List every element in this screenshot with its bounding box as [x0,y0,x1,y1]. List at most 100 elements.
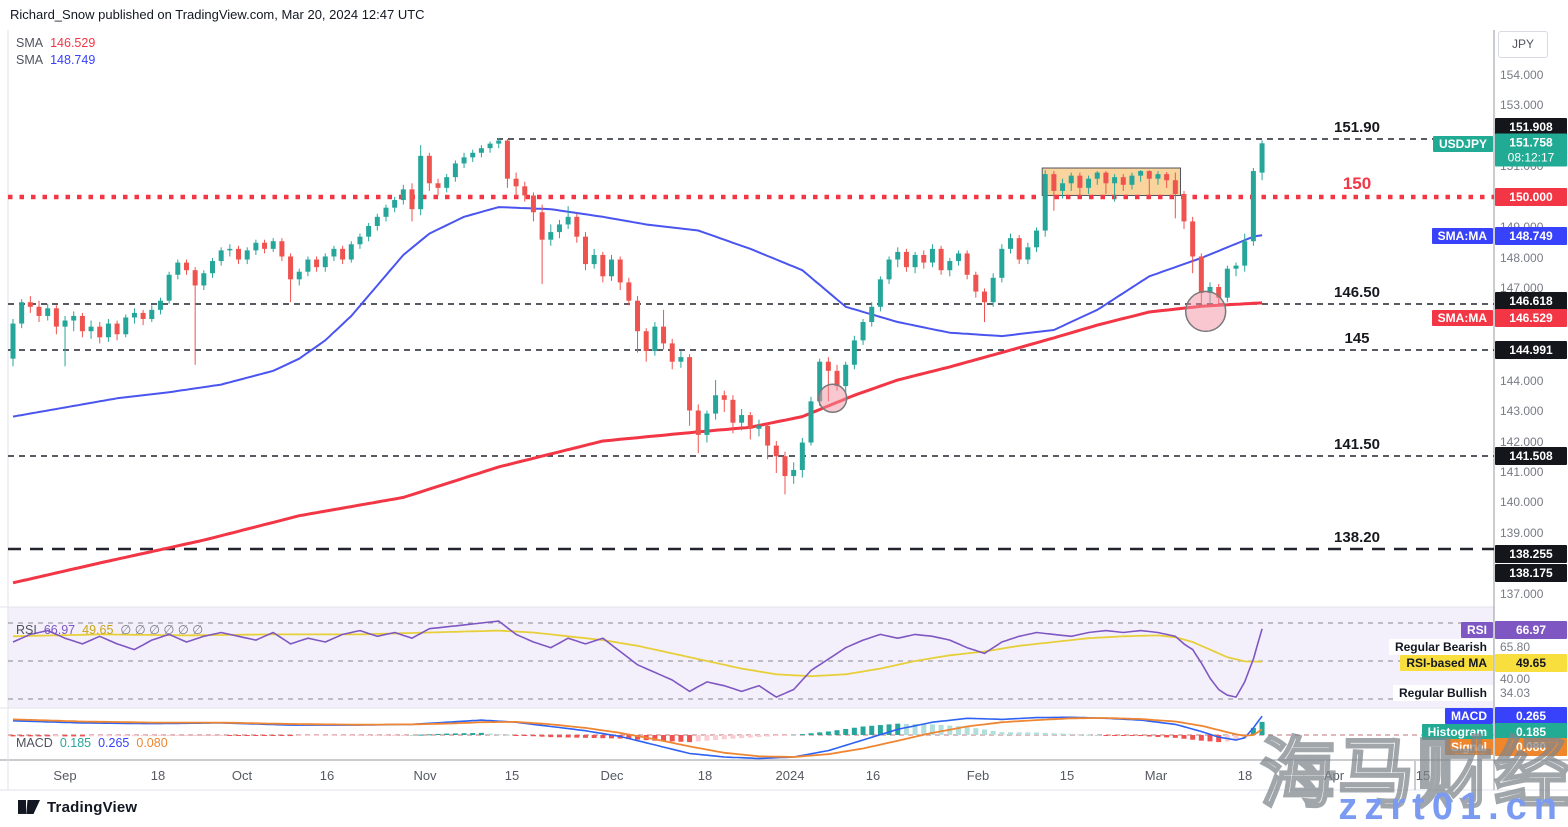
price-axis-tick: 143.000 [1500,404,1544,418]
macd-histogram-bar [522,735,528,736]
candle-body [279,241,285,257]
candle-body [912,254,918,268]
candle-body [886,259,892,280]
candle-body [244,250,250,260]
macd-histogram-bar [591,735,597,739]
macd-histogram-bar [314,735,320,736]
price-axis-tick: 65.80 [1500,640,1531,654]
macd-histogram-bar [1216,735,1222,743]
macd-histogram-bar [123,735,129,737]
macd-histogram-bar [114,735,120,737]
candle-body [1155,174,1161,179]
candle-body [739,415,745,423]
price-axis-badge: 144.991 [1495,341,1567,359]
macd-histogram-bar [1164,735,1170,738]
macd-histogram-bar [1129,735,1135,736]
macd-histogram-bar [1068,733,1074,735]
candle-body [990,277,996,303]
candle-body [1051,174,1057,191]
macd-histogram-bar [921,724,927,735]
macd-histogram-bar [131,735,137,737]
candle-body [808,401,814,443]
price-axis-tick: 144.000 [1500,374,1544,388]
time-axis-label: 18 [150,768,166,783]
candle-body [1233,265,1239,269]
candle-body [973,274,979,292]
candle-body [166,274,172,301]
candle-body [305,259,311,272]
candle-body [1224,268,1230,298]
time-axis-label: Sep [53,768,77,783]
level-price-label: 141.50 [1334,436,1380,453]
macd-histogram-bar [140,735,146,737]
candle-body [522,186,528,196]
macd-histogram-bar [1207,735,1213,742]
candle-body [426,155,432,184]
candle-body [652,326,658,352]
time-axis-label: 18 [697,768,713,783]
candle-body [140,312,146,319]
candle-body [496,140,502,144]
time-axis-label: 18 [1237,768,1253,783]
candle-body [556,224,562,233]
macd-histogram-bar [799,734,805,736]
macd-histogram-bar [201,735,207,736]
publish-info: Richard_Snow published on TradingView.co… [10,7,425,22]
sma-label: SMA [16,36,44,50]
indicator-side-label: MACD [1445,708,1493,724]
macd-histogram-bar [886,724,892,735]
candle-body [929,248,935,263]
candle-body [331,248,337,257]
macd-histogram-bar [791,735,797,736]
macd-histogram-bar [487,733,493,735]
candle-body [1034,230,1040,248]
macd-histogram-bar [175,735,181,736]
macd-histogram-bar [305,735,311,736]
macd-histogram-bar [669,735,675,742]
candle-body [183,262,189,271]
macd-histogram-bar [713,735,719,740]
price-axis-tick: 142.000 [1500,435,1544,449]
indicator-side-label: Histogram [1421,724,1493,740]
tradingview-attribution[interactable]: TradingView [18,799,137,816]
macd-legend: MACD 0.185 0.265 0.080 [16,736,168,750]
macd-histogram-bar [687,735,693,743]
time-axis-label: Apr [1323,768,1345,783]
rsi-legend: RSI 66.97 49.65 ∅ ∅ ∅ ∅ ∅ ∅ [16,622,203,637]
candle-body [62,320,68,327]
macd-signal-value: 0.080 [136,736,168,750]
level-price-label: 138.20 [1334,529,1380,546]
macd-histogram-bar [548,735,554,738]
macd-histogram-bar [149,735,155,737]
candle-body [192,270,198,286]
candle-body [617,259,623,283]
time-axis-label: 16 [865,768,881,783]
macd-histogram-bar [730,735,736,739]
candle-body [270,241,276,249]
candle-body [704,413,710,435]
candle-body [296,271,302,280]
time-axis-label: 15 [1059,768,1075,783]
macd-histogram-bar [1060,733,1066,735]
sma-slow-legend: SMA 146.529 [16,36,95,50]
candle-body [218,250,224,262]
currency-toggle-button[interactable]: JPY [1498,31,1548,58]
candle-body [817,361,823,402]
candle-body [435,183,441,188]
sma-fast-line [12,206,1263,418]
macd-histogram-bar [609,735,615,739]
price-axis-badge: 150.000 [1495,188,1567,206]
time-axis-label: Mar [1144,768,1168,783]
candle-body [1181,193,1187,222]
candle-body [175,262,181,275]
candle-body [1146,171,1152,179]
candle-body [582,236,588,265]
macd-histogram-bar [1172,735,1178,738]
candle-body [773,445,779,457]
candle-body [374,216,380,226]
candle-body [626,282,632,301]
indicator-side-label: USDJPY [1432,136,1493,152]
macd-histogram-bar [825,731,831,735]
macd-histogram-bar [1086,734,1092,736]
